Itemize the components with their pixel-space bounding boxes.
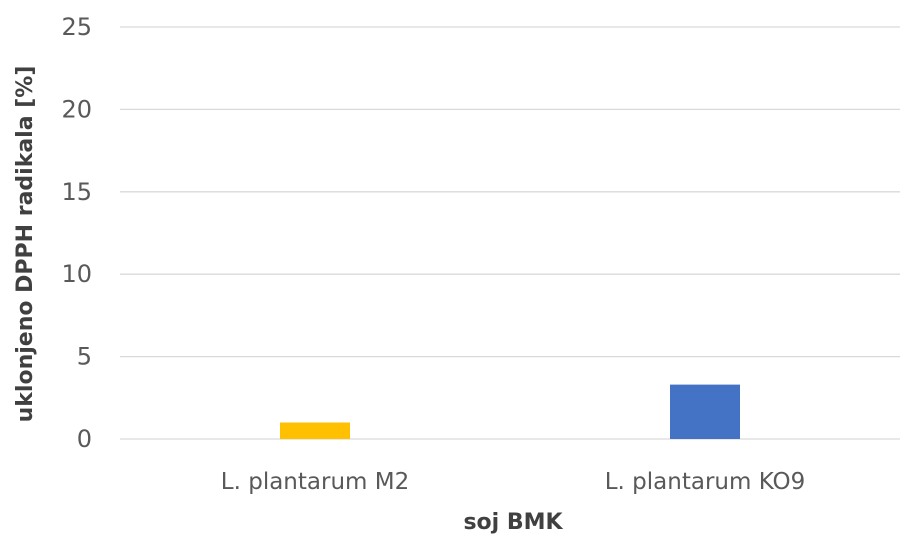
y-tick-label: 5 xyxy=(77,343,92,371)
x-tick-labels: L. plantarum M2 L. plantarum KO9 xyxy=(221,469,805,495)
y-axis-title: uklonjeno DPPH radikala [%] xyxy=(13,66,38,423)
x-tick-label: L. plantarum KO9 xyxy=(605,469,806,495)
y-tick-label: 10 xyxy=(61,260,92,288)
x-tick-label: L. plantarum M2 xyxy=(221,469,409,495)
gridlines xyxy=(120,26,900,440)
bars xyxy=(280,384,740,439)
y-tick-label: 0 xyxy=(77,425,92,453)
y-tick-label: 25 xyxy=(61,13,92,41)
x-axis-title: soj BMK xyxy=(463,510,563,535)
y-tick-label: 15 xyxy=(61,178,92,206)
y-tick-label: 20 xyxy=(61,95,92,123)
bar-2 xyxy=(670,384,740,439)
y-tick-labels: 0 5 10 15 20 25 xyxy=(61,13,92,453)
bar-1 xyxy=(280,422,350,439)
